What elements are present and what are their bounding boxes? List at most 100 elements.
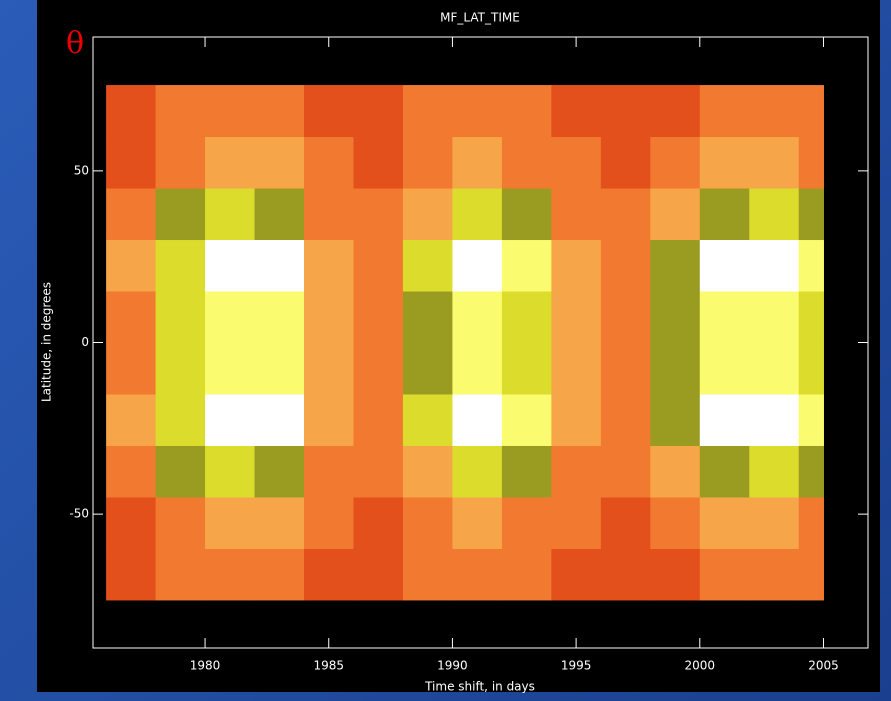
cell: [155, 445, 206, 498]
cell: [304, 445, 354, 498]
cell: [205, 188, 256, 241]
cell: [600, 188, 651, 241]
cell: [501, 188, 552, 241]
cell: [749, 393, 800, 446]
x-axis-label: Time shift, in days: [424, 680, 535, 694]
chart-title: MF_LAT_TIME: [440, 11, 520, 25]
cell: [452, 342, 503, 395]
cell: [551, 291, 602, 343]
y-tick-label: 0: [81, 335, 89, 349]
cell: [699, 85, 750, 138]
cell: [452, 188, 503, 241]
cell: [205, 136, 256, 189]
y-axis-label: Latitude, in degrees: [40, 282, 54, 402]
cell: [254, 239, 305, 292]
cell: [205, 239, 256, 292]
cell: [699, 548, 750, 601]
cell: [749, 548, 800, 601]
cell: [402, 85, 453, 138]
cell: [452, 291, 503, 343]
cell: [501, 85, 552, 138]
cell: [798, 136, 824, 189]
cell: [402, 239, 453, 292]
cell: [798, 496, 824, 549]
cell: [699, 393, 750, 446]
cell: [650, 85, 701, 138]
cell: [600, 85, 651, 138]
cell: [353, 85, 404, 138]
cell: [600, 393, 651, 446]
cell: [353, 496, 404, 549]
cell: [205, 291, 256, 343]
cell: [600, 496, 651, 549]
cell: [106, 393, 157, 446]
cell: [650, 496, 701, 549]
y-tick-label: -50: [69, 507, 89, 521]
cell: [501, 342, 552, 395]
cell: [749, 291, 800, 343]
cell: [749, 342, 800, 395]
cell: [205, 85, 256, 138]
cell: [155, 239, 206, 292]
cell: [254, 548, 305, 601]
cell: [353, 188, 404, 241]
cell: [452, 136, 503, 189]
cell: [600, 342, 651, 395]
cell: [254, 136, 305, 189]
cell: [304, 85, 354, 138]
cell: [501, 393, 552, 446]
cell: [501, 496, 552, 549]
cell: [254, 393, 305, 446]
cell: [155, 393, 206, 446]
cell: [452, 239, 503, 292]
cell: [551, 445, 602, 498]
cell: [551, 239, 602, 292]
cell: [106, 136, 157, 189]
cell: [699, 188, 750, 241]
cell: [699, 496, 750, 549]
cell: [551, 136, 602, 189]
cell: [798, 445, 824, 498]
cell: [304, 548, 354, 601]
cell: [798, 85, 824, 138]
cell: [600, 239, 651, 292]
cell: [551, 342, 602, 395]
cell: [452, 496, 503, 549]
cell: [699, 239, 750, 292]
annotation: θ: [66, 26, 84, 61]
cell: [304, 342, 354, 395]
cell: [106, 548, 157, 601]
cell: [699, 445, 750, 498]
x-tick-label: 1980: [190, 659, 221, 673]
x-tick-label: 2005: [808, 659, 839, 673]
cell: [205, 496, 256, 549]
cell: [254, 188, 305, 241]
cell: [254, 85, 305, 138]
cell: [254, 291, 305, 343]
cell: [155, 496, 206, 549]
cell: [353, 445, 404, 498]
cell: [155, 136, 206, 189]
cell: [699, 342, 750, 395]
cell: [501, 548, 552, 601]
cell: [798, 188, 824, 241]
cell: [699, 136, 750, 189]
cell: [551, 496, 602, 549]
cell: [650, 291, 701, 343]
cell: [353, 393, 404, 446]
cell: [353, 136, 404, 189]
cell: [551, 188, 602, 241]
cell: [699, 291, 750, 343]
cell: [798, 393, 824, 446]
y-tick-label: 50: [74, 163, 89, 177]
cell: [106, 496, 157, 549]
cell: [155, 188, 206, 241]
x-tick-label: 1990: [437, 659, 468, 673]
cell: [402, 188, 453, 241]
cell: [402, 291, 453, 343]
x-tick-label: 2000: [685, 659, 716, 673]
cell: [452, 445, 503, 498]
cell: [155, 342, 206, 395]
